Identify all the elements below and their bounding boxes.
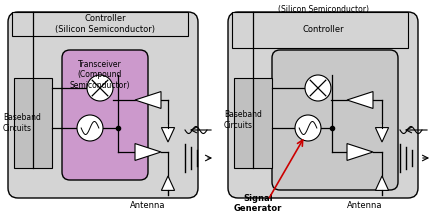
Circle shape: [87, 75, 113, 101]
Text: Controller
(Silicon Semiconductor): Controller (Silicon Semiconductor): [55, 14, 155, 34]
Circle shape: [295, 115, 321, 141]
FancyBboxPatch shape: [62, 50, 148, 180]
Polygon shape: [135, 144, 161, 161]
Bar: [234, 78, 272, 168]
Text: (Silicon Semiconductor): (Silicon Semiconductor): [278, 5, 368, 14]
FancyBboxPatch shape: [272, 50, 398, 190]
Polygon shape: [161, 176, 175, 190]
Polygon shape: [375, 128, 389, 142]
Polygon shape: [161, 128, 175, 142]
Circle shape: [77, 115, 103, 141]
Text: Antenna: Antenna: [347, 201, 383, 210]
Polygon shape: [347, 144, 373, 161]
Text: Baseband
Circuits: Baseband Circuits: [224, 110, 262, 130]
Text: Antenna: Antenna: [130, 201, 166, 210]
Bar: [14, 78, 52, 168]
Polygon shape: [135, 92, 161, 108]
Text: Signal
Generator: Signal Generator: [234, 194, 282, 213]
Bar: [12, 12, 188, 36]
Polygon shape: [375, 176, 389, 190]
Bar: [232, 12, 408, 48]
Text: Transceiver
(Compound
Semiconductor): Transceiver (Compound Semiconductor): [70, 60, 130, 90]
Text: Controller: Controller: [302, 25, 344, 35]
Polygon shape: [347, 92, 373, 108]
Text: Baseband
Circuits: Baseband Circuits: [3, 113, 41, 133]
Circle shape: [305, 75, 331, 101]
FancyBboxPatch shape: [8, 12, 198, 198]
FancyBboxPatch shape: [228, 12, 418, 198]
